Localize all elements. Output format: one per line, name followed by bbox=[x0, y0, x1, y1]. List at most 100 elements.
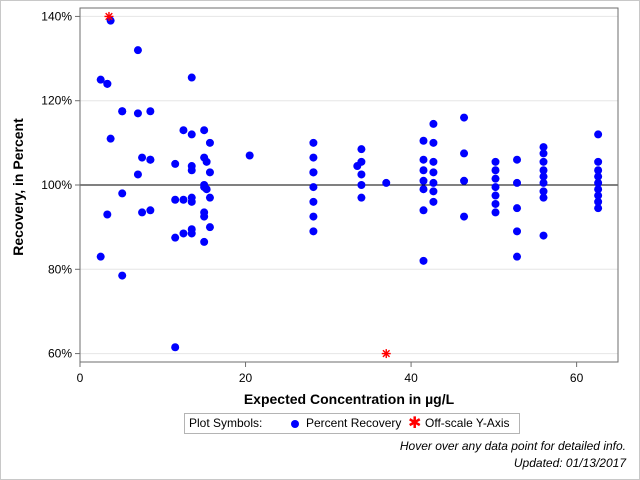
y-axis-label: Recovery, in Percent bbox=[10, 118, 26, 256]
recovery-point bbox=[539, 178, 548, 187]
recovery-point bbox=[513, 204, 522, 213]
recovery-point bbox=[106, 134, 115, 143]
recovery-point bbox=[539, 149, 548, 158]
recovery-point bbox=[200, 212, 209, 221]
recovery-point bbox=[429, 157, 438, 166]
recovery-point bbox=[594, 172, 603, 181]
recovery-point bbox=[419, 176, 428, 185]
recovery-point bbox=[491, 166, 500, 175]
recovery-point bbox=[513, 252, 522, 261]
recovery-point bbox=[429, 187, 438, 196]
recovery-point bbox=[460, 113, 469, 122]
scatter-plot: 60% 80% 100% 120% 140% 0 20 40 60 Expected Conce… bbox=[10, 7, 619, 407]
y-tick-label: 140% bbox=[41, 9, 72, 23]
recovery-point bbox=[382, 178, 391, 187]
y-tick-label: 100% bbox=[41, 178, 72, 192]
recovery-point bbox=[429, 178, 438, 187]
recovery-point bbox=[539, 166, 548, 175]
recovery-point bbox=[357, 181, 366, 189]
recovery-point bbox=[357, 145, 366, 154]
recovery-point bbox=[171, 233, 180, 242]
recovery-point bbox=[491, 157, 500, 166]
recovery-point bbox=[118, 107, 127, 116]
recovery-point bbox=[187, 166, 196, 175]
recovery-point bbox=[429, 119, 438, 128]
recovery-point bbox=[513, 155, 522, 164]
recovery-point bbox=[460, 176, 469, 185]
recovery-point bbox=[202, 185, 211, 194]
off-scale-point bbox=[104, 11, 114, 21]
legend-circle-marker bbox=[291, 420, 299, 428]
recovery-point bbox=[146, 206, 155, 215]
recovery-point bbox=[594, 197, 603, 206]
recovery-point bbox=[200, 237, 209, 246]
recovery-point bbox=[146, 107, 155, 116]
recovery-point bbox=[309, 227, 318, 236]
recovery-point bbox=[429, 168, 438, 177]
recovery-point bbox=[539, 193, 548, 202]
recovery-point bbox=[146, 155, 155, 164]
recovery-point bbox=[594, 178, 603, 187]
x-tick-label: 60 bbox=[570, 371, 584, 385]
recovery-point bbox=[187, 229, 196, 238]
recovery-point bbox=[133, 109, 142, 118]
legend-label-off-scale: Off-scale Y-Axis bbox=[425, 416, 510, 430]
recovery-point bbox=[513, 178, 522, 187]
recovery-point bbox=[419, 136, 428, 145]
recovery-point bbox=[103, 210, 112, 219]
recovery-point bbox=[357, 193, 366, 202]
recovery-point bbox=[309, 138, 318, 147]
recovery-point bbox=[594, 185, 603, 194]
recovery-point bbox=[539, 187, 548, 196]
recovery-point bbox=[419, 256, 428, 265]
data-points bbox=[96, 11, 603, 359]
legend-title: Plot Symbols: bbox=[189, 416, 263, 430]
legend: Plot Symbols: Percent Recovery ✱ Off-sca… bbox=[184, 413, 520, 434]
recovery-point bbox=[133, 46, 142, 55]
recovery-point bbox=[200, 126, 209, 135]
recovery-point bbox=[491, 191, 500, 200]
recovery-point bbox=[179, 126, 188, 135]
recovery-point bbox=[594, 204, 603, 213]
recovery-point bbox=[118, 189, 127, 198]
recovery-point bbox=[96, 252, 105, 261]
recovery-point bbox=[419, 155, 428, 164]
recovery-point bbox=[138, 208, 147, 217]
recovery-point bbox=[179, 229, 188, 238]
recovery-point bbox=[187, 197, 196, 206]
recovery-point bbox=[419, 206, 428, 215]
recovery-point bbox=[594, 191, 603, 200]
recovery-point bbox=[594, 166, 603, 175]
recovery-point bbox=[171, 195, 180, 204]
recovery-point bbox=[205, 138, 214, 147]
x-tick-label: 0 bbox=[77, 371, 84, 385]
recovery-point bbox=[460, 149, 469, 158]
recovery-point bbox=[179, 195, 188, 204]
recovery-point bbox=[491, 174, 500, 183]
y-tick-label: 80% bbox=[48, 262, 72, 276]
recovery-point bbox=[429, 197, 438, 206]
hover-note: Hover over any data point for detailed i… bbox=[399, 439, 626, 453]
recovery-point bbox=[460, 212, 469, 221]
recovery-point bbox=[96, 75, 105, 84]
recovery-point bbox=[539, 231, 548, 240]
recovery-point bbox=[138, 153, 147, 162]
recovery-point bbox=[309, 168, 318, 177]
recovery-point bbox=[539, 143, 548, 152]
x-tick-label: 40 bbox=[404, 371, 418, 385]
recovery-point bbox=[171, 343, 180, 352]
recovery-point bbox=[491, 183, 500, 192]
recovery-point bbox=[513, 227, 522, 236]
recovery-point bbox=[187, 73, 196, 82]
recovery-point bbox=[205, 168, 214, 177]
recovery-point bbox=[594, 157, 603, 166]
recovery-point bbox=[594, 130, 603, 139]
recovery-point bbox=[245, 151, 254, 160]
recovery-point bbox=[429, 138, 438, 147]
x-tick-label: 20 bbox=[239, 371, 253, 385]
recovery-point bbox=[539, 172, 548, 181]
recovery-point bbox=[539, 157, 548, 166]
recovery-point bbox=[171, 159, 180, 168]
recovery-point bbox=[357, 157, 366, 166]
recovery-point bbox=[309, 212, 318, 221]
